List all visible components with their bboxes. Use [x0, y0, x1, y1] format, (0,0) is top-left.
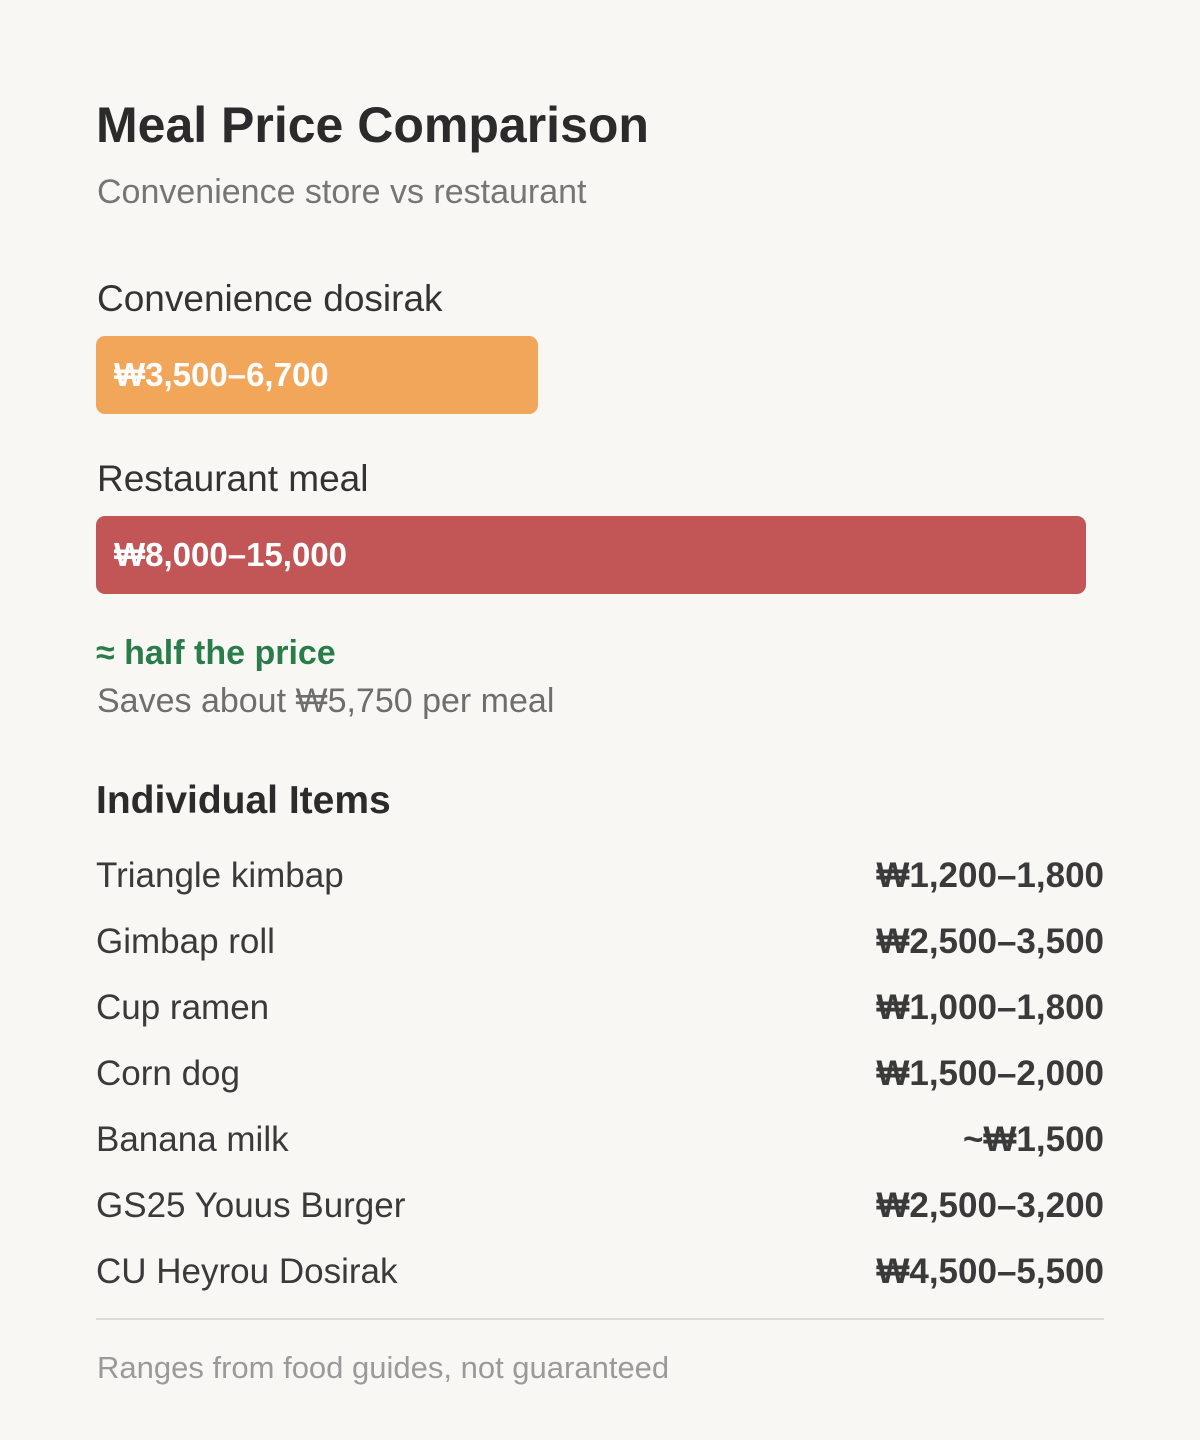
bar-value-label: ₩3,500–6,700	[114, 356, 329, 393]
savings-note: Saves about ₩5,750 per meal	[97, 682, 555, 720]
bar: ₩3,500–6,700	[96, 336, 538, 414]
bar-category-label: Restaurant meal	[97, 458, 369, 499]
item-name: Gimbap roll	[96, 922, 275, 961]
page-subtitle: Convenience store vs restaurant	[97, 173, 587, 211]
list-item: Cup ramen ₩1,000–1,800	[96, 975, 1104, 1041]
item-name: Triangle kimbap	[96, 856, 344, 895]
item-price: ₩2,500–3,500	[876, 922, 1104, 961]
item-price: ₩1,000–1,800	[876, 988, 1104, 1027]
item-price: ₩4,500–5,500	[876, 1252, 1104, 1291]
list-item: GS25 Youus Burger ₩2,500–3,200	[96, 1173, 1104, 1239]
footer-divider	[96, 1318, 1104, 1320]
page-title: Meal Price Comparison	[96, 97, 649, 153]
items-heading: Individual Items	[96, 779, 391, 822]
comparison-highlight: ≈ half the price	[96, 634, 336, 672]
item-price: ₩1,200–1,800	[876, 856, 1104, 895]
item-name: Cup ramen	[96, 988, 270, 1027]
bar-category-label: Convenience dosirak	[97, 278, 443, 319]
list-item: Gimbap roll ₩2,500–3,500	[96, 909, 1104, 975]
item-price: ~₩1,500	[962, 1120, 1104, 1159]
list-item: CU Heyrou Dosirak ₩4,500–5,500	[96, 1239, 1104, 1305]
item-name: CU Heyrou Dosirak	[96, 1252, 398, 1291]
list-item: Triangle kimbap ₩1,200–1,800	[96, 843, 1104, 909]
item-name: GS25 Youus Burger	[96, 1186, 406, 1225]
item-name: Corn dog	[96, 1054, 240, 1093]
item-name: Banana milk	[96, 1120, 289, 1159]
list-item: Banana milk ~₩1,500	[96, 1107, 1104, 1173]
item-price: ₩1,500–2,000	[876, 1054, 1104, 1093]
bar: ₩8,000–15,000	[96, 516, 1086, 594]
bar-value-label: ₩8,000–15,000	[114, 536, 348, 573]
item-price: ₩2,500–3,200	[876, 1186, 1104, 1225]
items-list: Triangle kimbap ₩1,200–1,800 Gimbap roll…	[96, 843, 1104, 1305]
footnote: Ranges from food guides, not guaranteed	[97, 1350, 670, 1385]
list-item: Corn dog ₩1,500–2,000	[96, 1041, 1104, 1107]
